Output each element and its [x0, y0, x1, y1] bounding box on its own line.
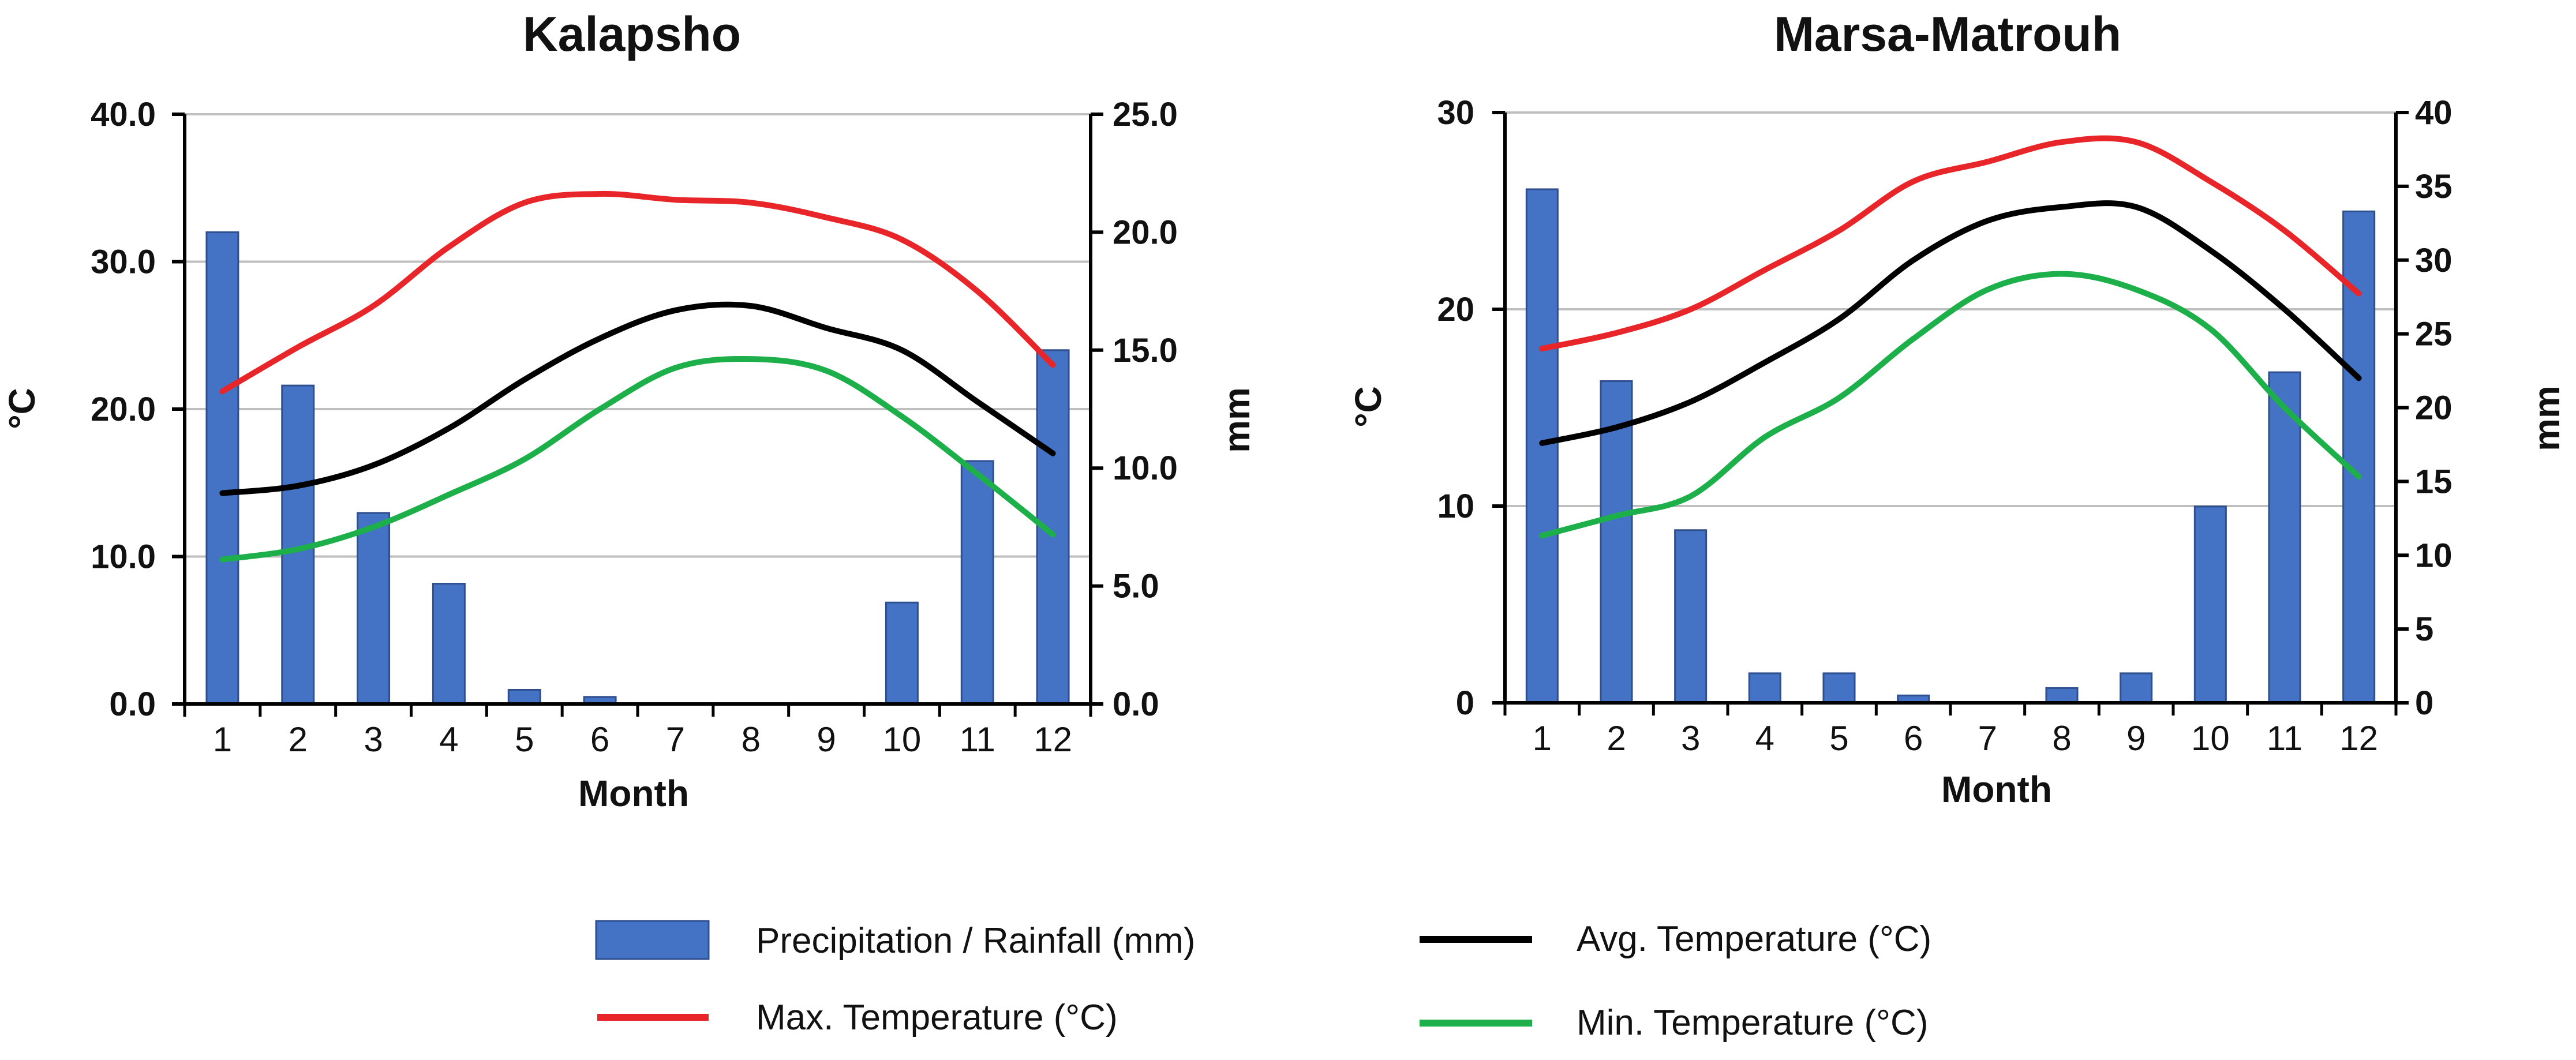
marsa-matrouh-y-right-tick-label: 20: [2415, 389, 2453, 427]
marsa-matrouh-y-right-tick-label: 40: [2415, 94, 2453, 132]
chart-kalapsho-x-label: Month: [578, 773, 689, 814]
kalapsho-y-left-tick-label: 10.0: [91, 538, 156, 576]
marsa-matrouh-x-tick-label-6: 6: [1904, 719, 1923, 758]
legend: Precipitation / Rainfall (mm) Max. Tempe…: [595, 919, 1931, 1043]
marsa-matrouh-precip-bar-10: [2193, 505, 2227, 704]
marsa-matrouh-x-tick-label-4: 4: [1755, 719, 1774, 758]
marsa-matrouh-y-right-tick-label: 10: [2415, 537, 2453, 574]
marsa-matrouh-precip-bar-4: [1748, 672, 1781, 704]
marsa-matrouh-y-left-tick-label: 10: [1437, 488, 1474, 525]
legend-min-temp-label: Min. Temperature (°C): [1577, 1003, 1928, 1043]
marsa-matrouh-precip-bar-3: [1674, 529, 1708, 704]
chart-marsa-matrouh-x-label: Month: [1941, 769, 2052, 810]
marsa-matrouh-x-tick-label-11: 11: [2267, 719, 2302, 758]
marsa-matrouh-precip-bar-9: [2120, 672, 2153, 704]
marsa-matrouh-x-tick-label-7: 7: [1978, 719, 1997, 758]
kalapsho-y-right-tick-label: 5.0: [1113, 568, 1159, 605]
marsa-matrouh-y-right-tick-label: 5: [2415, 610, 2433, 648]
marsa-matrouh-x-tick-label-3: 3: [1681, 719, 1700, 758]
marsa-matrouh-precip-bar-2: [1600, 380, 1633, 704]
kalapsho-x-tick-label-1: 1: [213, 720, 232, 759]
chart-marsa-matrouh-title: Marsa-Matrouh: [1774, 7, 2121, 61]
kalapsho-x-tick-label-2: 2: [289, 720, 308, 759]
marsa-matrouh-y-right-tick-label: 30: [2415, 242, 2453, 279]
chart-kalapsho-axes: 0.0 10.0 20.0 30.0 40.0 0.0 5.0 10.0 15.0 20.0 25.…: [91, 96, 1178, 759]
kalapsho-x-tick-label-3: 3: [364, 720, 383, 759]
kalapsho-avg-temp-line: [219, 301, 1056, 496]
kalapsho-x-tick-label-7: 7: [666, 720, 685, 759]
chart-kalapsho-y-right-label: mm: [1216, 387, 1257, 453]
chart-marsa-matrouh-y-right-label: mm: [2526, 385, 2567, 451]
kalapsho-max-temp-line: [219, 190, 1056, 395]
kalapsho-y-left-tick-label: 40.0: [91, 96, 156, 133]
chart-kalapsho: Kalapsho 0.010.020.030.040.00.05.010.015…: [1, 7, 1257, 814]
chart-kalapsho-y-left-label: °C: [1, 388, 43, 429]
kalapsho-x-tick-label-5: 5: [515, 720, 534, 759]
kalapsho-min-temp-line: [219, 355, 1056, 563]
marsa-matrouh-precip-bar-8: [2045, 687, 2079, 704]
marsa-matrouh-x-tick-label-1: 1: [1533, 719, 1552, 758]
kalapsho-y-right-tick-label: 10.0: [1113, 450, 1178, 487]
kalapsho-y-right-tick-label: 15.0: [1113, 332, 1178, 369]
kalapsho-x-tick-label-8: 8: [742, 720, 761, 759]
legend-precipitation-label: Precipitation / Rainfall (mm): [756, 921, 1195, 961]
kalapsho-y-left-tick-label: 0.0: [109, 686, 156, 723]
kalapsho-y-right-tick-label: 0.0: [1113, 686, 1159, 723]
marsa-matrouh-avg-temp-line: [1539, 200, 2362, 446]
chart-kalapsho-bars: [205, 231, 1070, 705]
chart-kalapsho-gridlines: [185, 113, 1091, 558]
marsa-matrouh-precip-bar-1: [1525, 188, 1559, 704]
kalapsho-x-tick-label-6: 6: [590, 720, 609, 759]
marsa-matrouh-precip-bar-5: [1822, 672, 1856, 704]
kalapsho-precip-bar-3: [357, 512, 391, 705]
kalapsho-x-tick-label-4: 4: [439, 720, 458, 759]
kalapsho-precip-bar-5: [507, 688, 541, 705]
marsa-matrouh-x-tick-label-12: 12: [2339, 719, 2378, 758]
marsa-matrouh-y-right-tick-label: 35: [2415, 168, 2453, 205]
chart-kalapsho-lines: [219, 190, 1056, 563]
kalapsho-precip-bar-10: [885, 601, 919, 705]
kalapsho-x-tick-label-9: 9: [817, 720, 836, 759]
marsa-matrouh-y-right-tick-label: 15: [2415, 463, 2453, 500]
chart-marsa-matrouh-y-left-label: °C: [1347, 386, 1389, 428]
marsa-matrouh-x-tick-label-9: 9: [2126, 719, 2146, 758]
legend-max-temp-label: Max. Temperature (°C): [756, 998, 1118, 1037]
kalapsho-y-left-tick-label: 20.0: [91, 391, 156, 428]
marsa-matrouh-precip-bar-11: [2268, 371, 2301, 704]
legend-avg-temp-label: Avg. Temperature (°C): [1577, 919, 1931, 959]
kalapsho-precip-bar-11: [960, 460, 994, 705]
kalapsho-y-right-tick-label: 20.0: [1113, 214, 1178, 251]
marsa-matrouh-x-tick-label-5: 5: [1829, 719, 1848, 758]
kalapsho-x-tick-label-12: 12: [1034, 720, 1072, 759]
chart-kalapsho-title: Kalapsho: [523, 7, 741, 61]
marsa-matrouh-y-left-tick-label: 0: [1456, 684, 1474, 722]
chart-marsa-matrouh-lines: [1539, 135, 2362, 539]
kalapsho-y-right-tick-label: 25.0: [1113, 96, 1178, 133]
marsa-matrouh-y-right-tick-label: 0: [2415, 684, 2433, 722]
kalapsho-x-tick-label-10: 10: [883, 720, 922, 759]
marsa-matrouh-x-tick-label-8: 8: [2052, 719, 2071, 758]
kalapsho-precip-bar-1: [205, 231, 239, 705]
kalapsho-precip-bar-4: [432, 583, 466, 705]
kalapsho-x-tick-label-11: 11: [960, 720, 995, 759]
kalapsho-y-left-tick-label: 30.0: [91, 244, 156, 281]
marsa-matrouh-y-right-tick-label: 25: [2415, 316, 2453, 353]
marsa-matrouh-y-left-tick-label: 20: [1437, 291, 1474, 328]
marsa-matrouh-x-tick-label-10: 10: [2191, 719, 2230, 758]
chart-marsa-matrouh-bars: [1525, 188, 2376, 704]
marsa-matrouh-y-left-tick-label: 30: [1437, 94, 1474, 132]
marsa-matrouh-min-temp-line: [1539, 271, 2362, 539]
legend-precipitation-swatch: [595, 920, 710, 960]
marsa-matrouh-x-tick-label-2: 2: [1607, 719, 1626, 758]
marsa-matrouh-max-temp-line: [1539, 135, 2362, 352]
